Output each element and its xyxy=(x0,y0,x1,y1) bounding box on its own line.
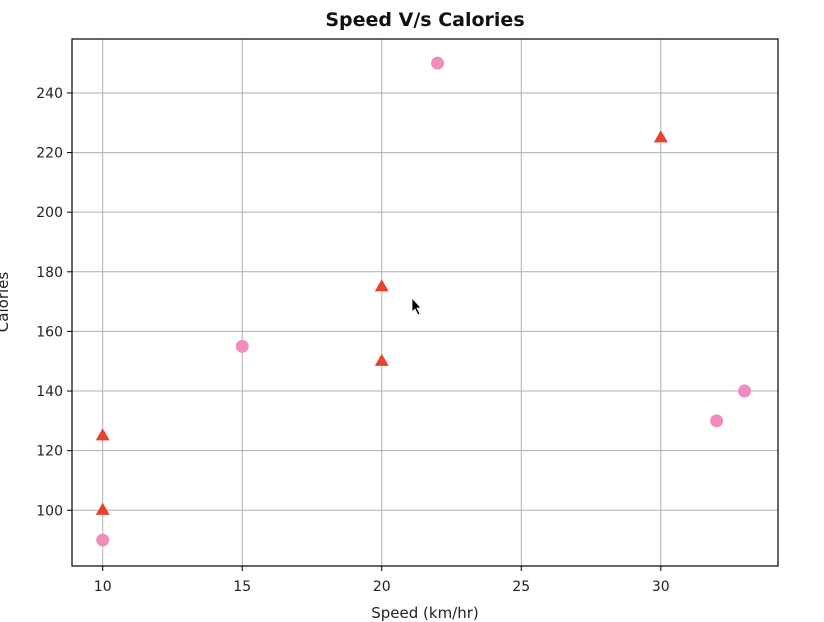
scatter-point-circle xyxy=(738,384,752,398)
axis-ticks: 10 15 20 25 30 100 120 140 160 180 200 220 240 xyxy=(36,86,669,595)
x-tick-label: 20 xyxy=(373,579,391,595)
scatter-point-triangle xyxy=(653,130,668,143)
y-tick-label: 240 xyxy=(36,86,63,102)
y-tick-label: 160 xyxy=(36,324,63,340)
y-tick-label: 100 xyxy=(36,503,63,519)
x-tick-label: 30 xyxy=(652,579,670,595)
mouse-cursor-icon xyxy=(411,296,422,316)
scatter-point-circle xyxy=(710,414,724,428)
grid-lines xyxy=(72,39,778,566)
scatter-point-triangle xyxy=(95,502,110,515)
scatter-point-circle xyxy=(96,533,110,547)
y-tick-label: 180 xyxy=(36,265,63,281)
scatter-point-triangle xyxy=(374,353,389,366)
y-tick-label: 220 xyxy=(36,146,63,162)
plot-area xyxy=(71,38,779,567)
data-points xyxy=(95,56,752,547)
x-axis-label: Speed (km/hr) xyxy=(371,604,479,622)
x-tick-label: 10 xyxy=(94,579,112,595)
x-tick-label: 25 xyxy=(512,579,530,595)
scatter-point-triangle xyxy=(95,428,110,441)
x-tick-label: 15 xyxy=(233,579,251,595)
chart-title: Speed V/s Calories xyxy=(325,9,524,31)
y-tick-label: 120 xyxy=(36,444,63,460)
scatter-point-triangle xyxy=(374,279,389,292)
scatter-point-circle xyxy=(431,56,445,70)
scatter-point-circle xyxy=(235,339,249,353)
y-tick-label: 200 xyxy=(36,205,63,221)
y-axis-label: Calories xyxy=(0,272,12,333)
y-tick-label: 140 xyxy=(36,384,63,400)
